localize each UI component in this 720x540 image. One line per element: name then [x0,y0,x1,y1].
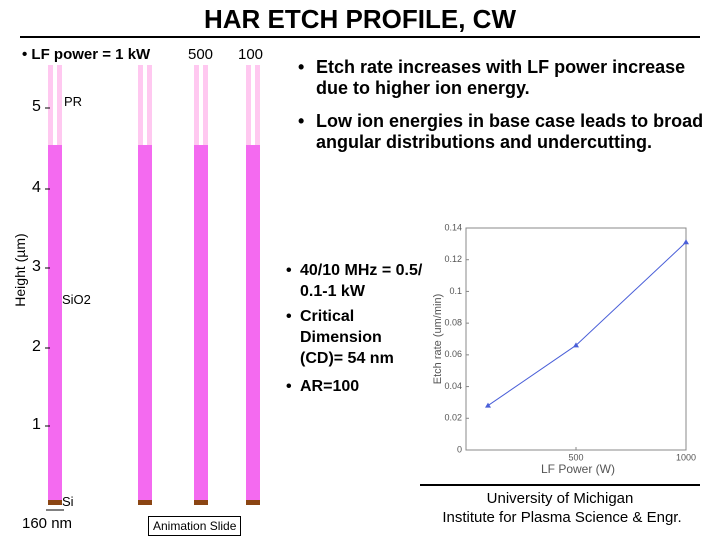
data-point [683,239,689,245]
y-tick-label: 0.14 [444,222,462,232]
oxide-label: SiO2 [62,292,91,307]
bullet: Etch rate increases with LF power increa… [298,57,716,99]
height-tick: 2 [32,338,41,355]
power-label: 500 [188,46,214,63]
columns [45,65,260,511]
y-tick-label: 0.08 [444,318,462,328]
bullet: Low ion energies in base case leads to b… [298,111,716,153]
plot-frame [465,227,687,451]
y-tick-label: 0.04 [444,381,462,391]
footer-line: Institute for Plasma Science & Engr. [442,509,682,526]
data-point [573,342,579,348]
y-tick-label: 0 [457,444,462,454]
height-tick: 4 [32,179,41,196]
height-tick: 5 [32,98,41,115]
data-line [487,241,687,407]
profile-image [45,65,260,511]
power-label: • LF power = 1 kW [22,46,151,63]
y-tick-label: 0.06 [444,349,462,359]
animation-label[interactable]: Animation Slide [148,516,242,536]
x-tick-label: 500 [568,452,583,462]
power-label: 100 [238,46,264,63]
x-tick-label: 1000 [676,452,696,462]
title: HAR ETCH PROFILE, CW [204,4,516,34]
y-tick-label: 0.1 [449,286,462,296]
footer-line: University of Michigan [486,490,634,507]
pr-label: PR [64,94,83,109]
condition: 40/10 MHz = 0.5/ 0.1-1 kW [286,260,428,302]
scale-label: 160 nm [22,515,73,532]
x-axis-label: LF Power (W) [541,462,615,476]
footer-rule [420,484,700,486]
y-tick-label: 0.02 [444,413,462,423]
height-tick: 1 [32,416,41,433]
condition: AR=100 [286,376,428,397]
height-tick: 3 [32,258,41,275]
si-label: Si [62,494,74,509]
y-axis-label: Etch rate (um/min) [432,294,444,384]
chart: LF Power (W) Etch rate (um/min) 0 0.02 0.0… [432,222,696,476]
title-rule [20,36,700,38]
data-point [485,402,491,408]
y-tick-label: 0.12 [444,254,462,264]
condition: Critical Dimension (CD)= 54 nm [286,306,428,369]
